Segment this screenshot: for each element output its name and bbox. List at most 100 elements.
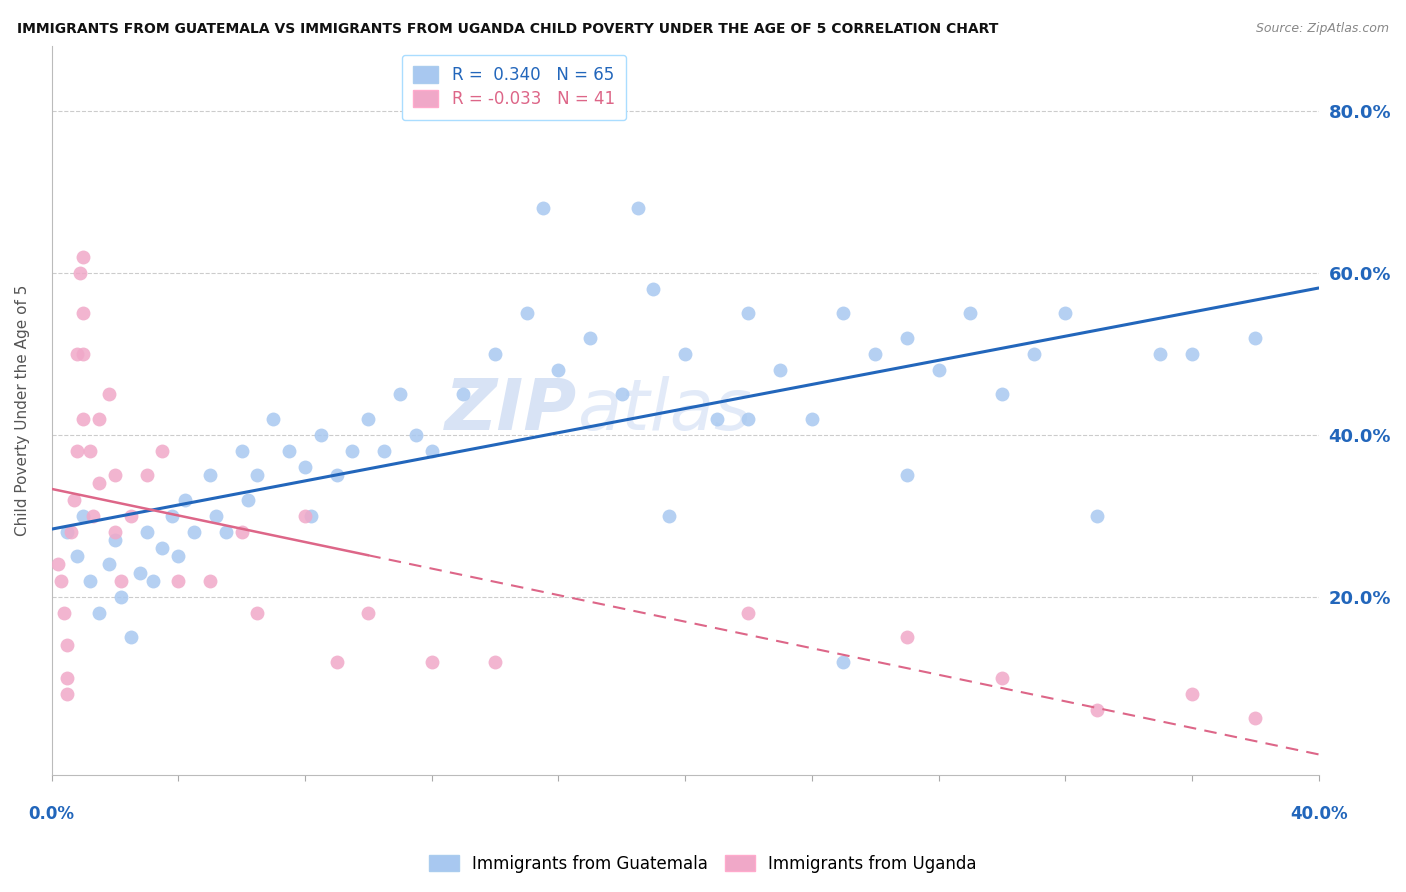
Point <box>769 363 792 377</box>
Point <box>737 306 759 320</box>
Point <box>231 444 253 458</box>
Point <box>896 468 918 483</box>
Point <box>309 428 332 442</box>
Point <box>626 201 648 215</box>
Point <box>453 387 475 401</box>
Point <box>643 282 665 296</box>
Point <box>832 655 855 669</box>
Point <box>800 411 823 425</box>
Text: ZIP: ZIP <box>446 376 578 445</box>
Point <box>896 630 918 644</box>
Point <box>59 524 82 539</box>
Point <box>1244 711 1267 725</box>
Point <box>928 363 950 377</box>
Point <box>69 266 91 280</box>
Point <box>357 411 380 425</box>
Point <box>610 387 633 401</box>
Point <box>388 387 411 401</box>
Point <box>129 566 152 580</box>
Point <box>357 606 380 620</box>
Point <box>62 492 84 507</box>
Point <box>72 250 94 264</box>
Point <box>72 508 94 523</box>
Text: 40.0%: 40.0% <box>1289 805 1347 823</box>
Point <box>49 574 72 588</box>
Point <box>325 655 347 669</box>
Point <box>294 460 316 475</box>
Point <box>246 468 269 483</box>
Point <box>104 468 127 483</box>
Point <box>120 630 142 644</box>
Point <box>1022 347 1045 361</box>
Point <box>56 639 79 653</box>
Point <box>658 508 681 523</box>
Point <box>135 524 157 539</box>
Point <box>72 306 94 320</box>
Point <box>262 411 284 425</box>
Point <box>198 468 221 483</box>
Point <box>959 306 981 320</box>
Point <box>79 444 101 458</box>
Point <box>56 524 79 539</box>
Point <box>342 444 364 458</box>
Point <box>863 347 886 361</box>
Point <box>1054 306 1077 320</box>
Point <box>278 444 301 458</box>
Point <box>53 606 76 620</box>
Point <box>484 347 506 361</box>
Point <box>246 606 269 620</box>
Point <box>72 411 94 425</box>
Point <box>1181 687 1204 701</box>
Point <box>294 508 316 523</box>
Point <box>87 411 110 425</box>
Text: atlas: atlas <box>578 376 752 445</box>
Point <box>110 574 132 588</box>
Point <box>516 306 538 320</box>
Point <box>1244 331 1267 345</box>
Point <box>706 411 728 425</box>
Text: IMMIGRANTS FROM GUATEMALA VS IMMIGRANTS FROM UGANDA CHILD POVERTY UNDER THE AGE : IMMIGRANTS FROM GUATEMALA VS IMMIGRANTS … <box>17 22 998 37</box>
Point <box>120 508 142 523</box>
Point <box>299 508 322 523</box>
Point <box>142 574 165 588</box>
Point <box>484 655 506 669</box>
Point <box>97 387 120 401</box>
Point <box>56 687 79 701</box>
Point <box>420 444 443 458</box>
Point <box>991 671 1014 685</box>
Point <box>56 671 79 685</box>
Point <box>1085 703 1108 717</box>
Legend: Immigrants from Guatemala, Immigrants from Uganda: Immigrants from Guatemala, Immigrants fr… <box>422 848 984 880</box>
Point <box>173 492 195 507</box>
Point <box>46 558 69 572</box>
Point <box>991 387 1014 401</box>
Text: 0.0%: 0.0% <box>28 805 75 823</box>
Text: Source: ZipAtlas.com: Source: ZipAtlas.com <box>1256 22 1389 36</box>
Point <box>160 508 183 523</box>
Point <box>405 428 427 442</box>
Point <box>420 655 443 669</box>
Point <box>737 606 759 620</box>
Point <box>104 533 127 548</box>
Point <box>547 363 569 377</box>
Point <box>72 347 94 361</box>
Point <box>1149 347 1171 361</box>
Point <box>832 306 855 320</box>
Point <box>325 468 347 483</box>
Point <box>1085 508 1108 523</box>
Point <box>205 508 228 523</box>
Legend: R =  0.340   N = 65, R = -0.033   N = 41: R = 0.340 N = 65, R = -0.033 N = 41 <box>402 54 627 120</box>
Point <box>1181 347 1204 361</box>
Point <box>82 508 104 523</box>
Point <box>579 331 602 345</box>
Point <box>87 476 110 491</box>
Point <box>110 590 132 604</box>
Point <box>215 524 238 539</box>
Point <box>152 541 174 556</box>
Point <box>896 331 918 345</box>
Point <box>737 411 759 425</box>
Point <box>104 524 127 539</box>
Y-axis label: Child Poverty Under the Age of 5: Child Poverty Under the Age of 5 <box>15 285 30 536</box>
Point <box>183 524 205 539</box>
Point <box>231 524 253 539</box>
